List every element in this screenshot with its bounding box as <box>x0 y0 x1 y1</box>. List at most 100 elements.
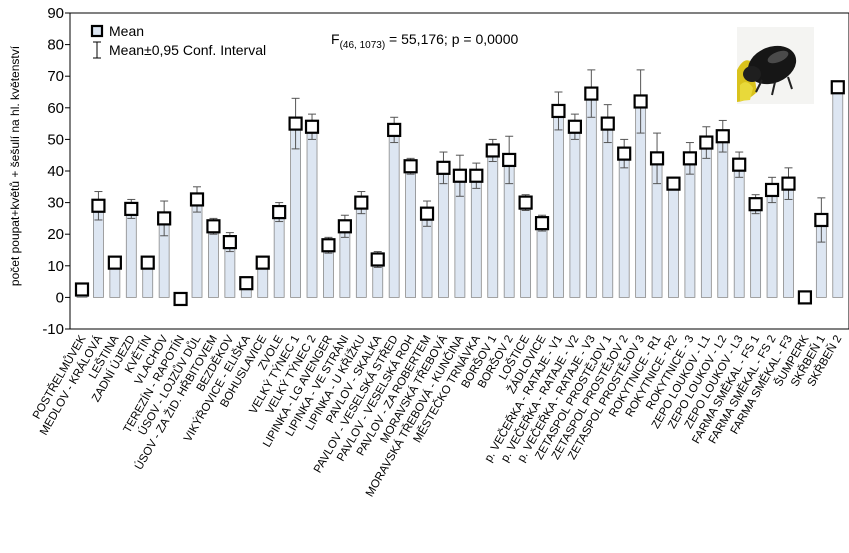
bar <box>306 126 318 298</box>
bar <box>553 110 564 298</box>
bar <box>717 135 729 298</box>
bar <box>470 175 482 298</box>
mean-marker <box>436 160 451 175</box>
mean-marker <box>781 176 796 191</box>
mean-marker <box>567 119 583 134</box>
legend-ci-label: Mean±0,95 Conf. Interval <box>109 42 266 58</box>
mean-marker <box>666 176 681 191</box>
mean-marker <box>288 116 303 131</box>
mean-marker <box>814 212 829 228</box>
mean-marker <box>173 291 188 307</box>
mean-marker <box>600 116 615 131</box>
mean-marker <box>157 211 172 226</box>
y-tick-label: -10 <box>42 321 64 338</box>
mean-marker <box>584 86 599 101</box>
mean-marker <box>321 238 336 253</box>
f-stat-prefix: F <box>331 31 340 47</box>
bar <box>208 225 219 298</box>
mean-marker <box>452 168 467 183</box>
mean-marker <box>551 103 566 119</box>
bar <box>618 153 630 298</box>
bar <box>125 208 137 298</box>
bar <box>569 126 581 298</box>
mean-marker <box>534 216 550 231</box>
y-tick-label: 60 <box>47 100 64 117</box>
mean-marker <box>764 182 780 198</box>
y-tick-label: 40 <box>47 163 64 180</box>
y-tick-label: 10 <box>47 258 64 275</box>
y-tick-label: 70 <box>47 68 64 85</box>
mean-marker <box>189 192 205 207</box>
bar <box>536 222 548 298</box>
y-tick-label: 0 <box>56 289 64 306</box>
mean-marker <box>239 276 254 291</box>
bar <box>766 189 778 298</box>
mean-marker <box>485 143 500 158</box>
bar <box>520 202 532 298</box>
bar <box>832 86 844 298</box>
mean-marker <box>797 290 813 305</box>
mean-marker <box>124 201 139 217</box>
mean-marker <box>140 255 155 270</box>
mean-markers <box>74 80 845 307</box>
mean-marker <box>502 152 517 168</box>
bar <box>487 150 499 298</box>
mean-marker <box>682 151 698 166</box>
mean-marker <box>830 80 845 95</box>
mean-marker <box>732 157 747 172</box>
mean-marker <box>403 159 418 174</box>
legend: Mean Mean±0,95 Conf. Interval <box>90 23 266 59</box>
y-tick-label: 20 <box>47 226 64 243</box>
mean-marker <box>715 129 730 144</box>
mean-marker <box>370 252 385 267</box>
f-statistic: F(46, 1073) = 55,176; p = 0,0000 <box>331 31 518 51</box>
beetle-photo <box>737 27 814 104</box>
bar <box>438 167 449 298</box>
bar <box>684 157 696 298</box>
legend-mean-icon <box>90 24 104 38</box>
mean-marker <box>206 219 221 234</box>
bar <box>191 199 203 298</box>
mean-marker <box>74 282 90 297</box>
bar <box>733 164 745 298</box>
mean-marker <box>387 122 402 138</box>
bar <box>405 165 417 298</box>
bar <box>668 183 679 298</box>
mean-marker <box>107 255 122 270</box>
f-stat-df: (46, 1073) <box>340 40 386 51</box>
mean-marker <box>633 94 648 109</box>
legend-ci-icon <box>93 41 101 59</box>
mean-marker <box>255 255 270 270</box>
y-tick-label: 80 <box>47 37 64 54</box>
bar <box>355 202 367 298</box>
y-tick-label: 50 <box>47 131 64 148</box>
mean-marker <box>222 235 237 250</box>
bar <box>388 129 400 298</box>
bar <box>700 142 712 298</box>
mean-marker <box>354 195 369 210</box>
mean-marker <box>91 198 106 213</box>
bars <box>76 86 844 300</box>
mean-marker <box>337 219 352 234</box>
f-stat-value: = 55,176; p = 0,0000 <box>385 31 518 47</box>
y-tick-label: 90 <box>47 5 64 22</box>
bar <box>783 183 794 298</box>
bar <box>273 211 285 298</box>
y-axis-label: počet poupat+květů + šešulí na hl. květe… <box>8 45 22 286</box>
bar <box>602 123 614 298</box>
legend-mean-label: Mean <box>109 23 144 39</box>
mean-marker <box>518 195 533 210</box>
mean-marker <box>272 204 287 220</box>
bar <box>290 123 301 298</box>
mean-marker <box>617 146 632 161</box>
bar <box>585 93 597 298</box>
mean-marker <box>304 119 320 134</box>
mean-marker <box>748 197 763 212</box>
mean-marker <box>699 135 714 150</box>
y-axis: -10 0 10 20 30 40 50 60 70 80 90 <box>42 5 70 338</box>
mean-marker <box>649 151 665 166</box>
bar <box>750 203 762 298</box>
mean-marker <box>469 168 484 183</box>
